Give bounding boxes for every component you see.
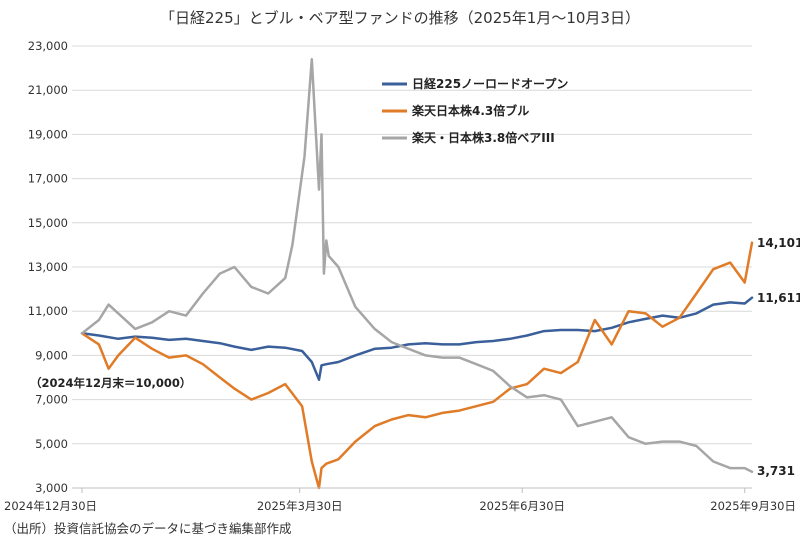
y-tick-label: 3,000 [35, 481, 68, 495]
end-value-label: 3,731 [757, 464, 795, 478]
source-note: （出所）投資信託協会のデータに基づき編集部作成 [4, 521, 292, 536]
y-tick-label: 7,000 [35, 393, 68, 407]
base-annotation: （2024年12月末＝10,000） [30, 376, 191, 390]
x-tick-label: 2025年6月30日 [479, 499, 565, 513]
x-tick-label: 2025年9月30日 [710, 499, 796, 513]
y-tick-label: 23,000 [28, 39, 68, 53]
series-line-3 [80, 58, 754, 474]
legend-label-3: 楽天・日本株3.8倍ベアIII [412, 130, 555, 145]
x-tick-label: 2024年12月30日 [4, 499, 97, 513]
y-tick-label: 21,000 [28, 83, 68, 97]
legend-label-1: 日経225ノーロードオープン [412, 76, 568, 91]
y-tick-label: 9,000 [35, 348, 68, 362]
axes: 3,000 5,000 7,000 9,000 11,000 13,000 15,000 17… [4, 39, 796, 513]
y-tick-label: 11,000 [28, 304, 68, 318]
series-line-1 [80, 296, 754, 381]
series-lines [80, 58, 754, 490]
end-value-label: 11,611 [757, 291, 800, 305]
end-labels: 14,101 11,611 3,731 [757, 236, 800, 478]
end-value-label: 14,101 [757, 236, 800, 250]
series-line-2 [80, 241, 754, 490]
grid [72, 45, 752, 489]
legend-label-2: 楽天日本株4.3倍ブル [412, 103, 529, 118]
y-tick-label: 5,000 [35, 437, 68, 451]
y-tick-label: 13,000 [28, 260, 68, 274]
y-tick-label: 15,000 [28, 216, 68, 230]
x-tick-label: 2025年3月30日 [257, 499, 343, 513]
chart-title: 「日経225」とブル・ベア型ファンドの推移（2025年1月〜10月3日） [160, 9, 640, 27]
y-tick-label: 19,000 [28, 127, 68, 141]
y-tick-label: 17,000 [28, 172, 68, 186]
